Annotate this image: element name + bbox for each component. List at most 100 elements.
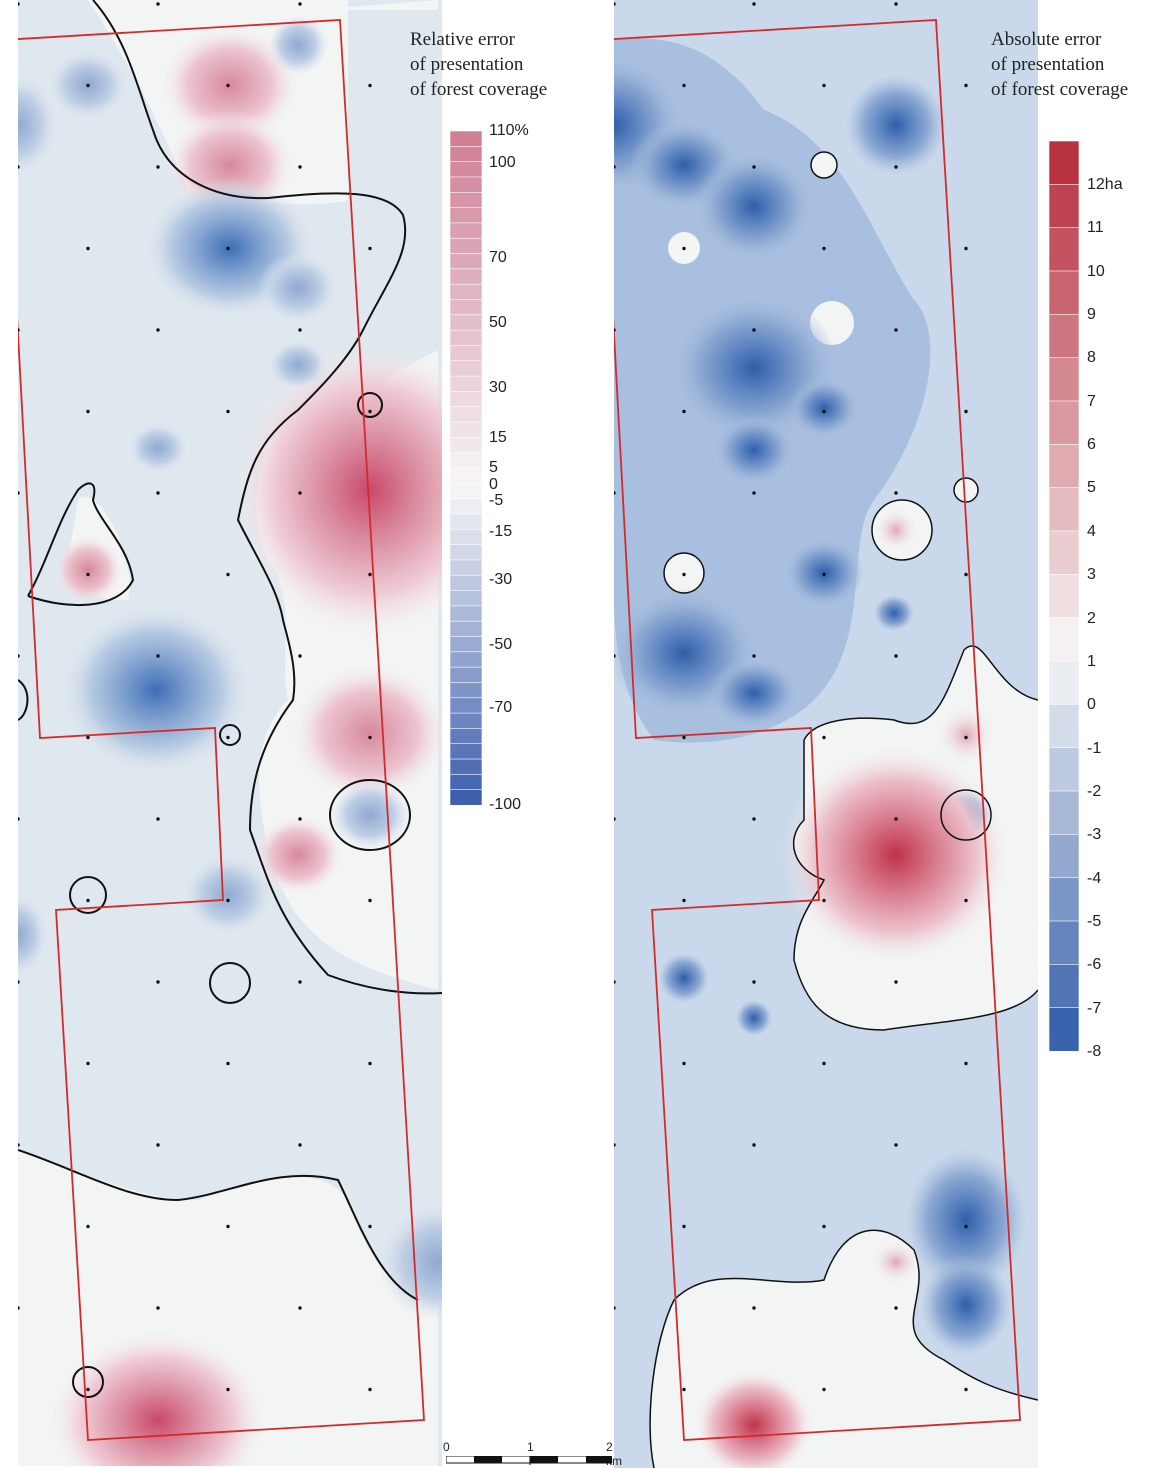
legend-swatch (450, 268, 482, 285)
legend-tick-label: -6 (1087, 956, 1102, 974)
legend-swatch (450, 452, 482, 469)
sample-point (86, 1224, 90, 1229)
legend-swatch (1049, 1007, 1079, 1051)
legend-swatch (450, 176, 482, 194)
legend-swatch (450, 528, 482, 546)
legend-swatch (450, 207, 482, 224)
legend-swatch (1049, 877, 1079, 922)
sample-point (614, 1143, 616, 1147)
legend-swatch (450, 636, 482, 653)
legend-swatch (450, 345, 482, 362)
sample-point (682, 83, 686, 88)
sample-point (86, 246, 90, 251)
legend-swatch (1049, 184, 1079, 229)
legend-swatch (450, 146, 482, 163)
sample-point (614, 980, 616, 984)
legend-tick-label: 5 (1087, 479, 1096, 497)
scale-bar-graphic (446, 1456, 612, 1465)
legend-swatch (450, 559, 482, 577)
sample-point (156, 654, 160, 658)
legend-tick-label: -2 (1087, 782, 1102, 800)
sample-point (822, 83, 826, 88)
sample-point (156, 1143, 160, 1147)
legend-tick-label: -50 (489, 636, 513, 653)
legend-tick-label: -8 (1087, 1043, 1102, 1060)
legend-swatch (450, 758, 482, 776)
sample-point (964, 898, 968, 903)
sample-point (86, 83, 90, 88)
legend-tick-label: 5 (489, 459, 498, 476)
sample-point (682, 572, 686, 577)
sample-point (752, 1306, 756, 1310)
sample-point (368, 83, 372, 88)
sample-point (18, 165, 20, 169)
sample-point (298, 491, 302, 495)
error-hotspots (614, 55, 1026, 1468)
error-hotspots (18, 15, 442, 1466)
relative-error-map (18, 0, 442, 1466)
legend-swatch (450, 131, 482, 148)
sample-point (156, 817, 160, 821)
sample-point (86, 1061, 90, 1066)
sample-point (752, 817, 756, 821)
legend-swatch (450, 391, 482, 408)
sample-point (298, 2, 302, 6)
legend-swatch (1049, 227, 1079, 272)
sample-point (226, 1061, 230, 1066)
legend-swatch (450, 789, 482, 805)
sample-point (368, 1061, 372, 1066)
legend-tick-label: 7 (1087, 392, 1096, 410)
legend-swatch (1049, 704, 1079, 749)
legend-swatch (1049, 400, 1079, 446)
sample-point (156, 491, 160, 495)
zero-contour-lines (649, 151, 1038, 1468)
legend-swatch (1049, 141, 1079, 186)
sample-point (614, 1306, 616, 1310)
sample-point (368, 246, 372, 251)
legend-tick-label: 15 (489, 429, 507, 446)
legend-swatch (450, 483, 482, 500)
sample-point (894, 328, 898, 332)
legend-swatch (450, 513, 482, 531)
legend-swatch (450, 605, 482, 622)
legend-swatch (450, 712, 482, 730)
legend-swatch (450, 329, 482, 347)
sample-point (822, 735, 826, 740)
sample-point (894, 491, 898, 495)
legend-tick-label: -30 (489, 571, 513, 588)
sample-point (226, 898, 230, 903)
sample-point (226, 246, 230, 251)
sample-point (822, 572, 826, 577)
sample-point (752, 2, 756, 6)
legend-tick-label: 0 (489, 476, 498, 493)
absolute-error-map (614, 0, 1038, 1468)
legend-swatch (1049, 357, 1079, 402)
sample-point (964, 735, 968, 740)
sample-point (614, 2, 616, 6)
legend-tick-label: 30 (489, 379, 507, 396)
sample-point (752, 491, 756, 495)
sample-point (752, 1143, 756, 1147)
left-color-scale (450, 131, 482, 805)
legend-swatch (1049, 617, 1079, 662)
sample-point (752, 654, 756, 658)
scale-label-1: 1 (527, 1440, 534, 1454)
scale-label-0: 0 (443, 1440, 450, 1454)
left-legend-title-line-2: of presentation (410, 54, 524, 75)
legend-tick-label: 1 (1087, 652, 1096, 670)
legend-tick-label: -70 (489, 699, 513, 716)
study-area-boundary (18, 19, 425, 1441)
legend-swatch (450, 697, 482, 714)
relative-error-map-canvas (18, 0, 442, 1466)
sample-point (614, 491, 616, 495)
sample-point (682, 898, 686, 903)
legend-swatch (450, 774, 482, 791)
legend-tick-label: -5 (489, 492, 504, 509)
sample-point (752, 980, 756, 984)
sample-point (964, 246, 968, 251)
legend-swatch (450, 437, 482, 454)
sample-point (18, 817, 20, 821)
legend-swatch (450, 191, 482, 209)
sample-point (298, 654, 302, 658)
legend-swatch (450, 590, 482, 607)
